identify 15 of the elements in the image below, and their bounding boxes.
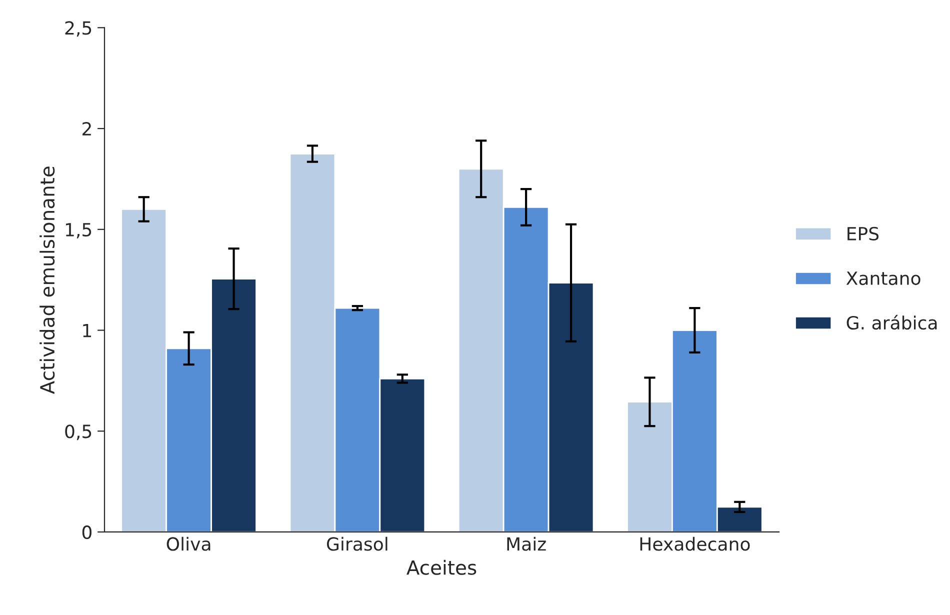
x-tick-label: Maiz bbox=[507, 536, 546, 551]
y-axis-title: Actividad emulsionante bbox=[40, 166, 55, 394]
y-tick-label: 1 bbox=[83, 324, 92, 338]
x-tick-label: Oliva bbox=[166, 536, 210, 551]
legend-label: Xantano bbox=[846, 272, 920, 286]
x-tick-label: Hexadecano bbox=[640, 536, 750, 551]
legend-label: EPS bbox=[848, 226, 879, 241]
y-tick-label: 0 bbox=[82, 525, 92, 540]
y-tick-label: 2 bbox=[82, 122, 91, 136]
x-axis-title: Aceites bbox=[406, 560, 476, 575]
y-tick-label: 2,5 bbox=[65, 21, 92, 37]
y-tick-label: 1,5 bbox=[66, 223, 92, 238]
legend-label: G. arábica bbox=[846, 314, 937, 330]
y-tick-label: 0,5 bbox=[65, 424, 92, 440]
x-tick-label: Girasol bbox=[326, 536, 388, 551]
